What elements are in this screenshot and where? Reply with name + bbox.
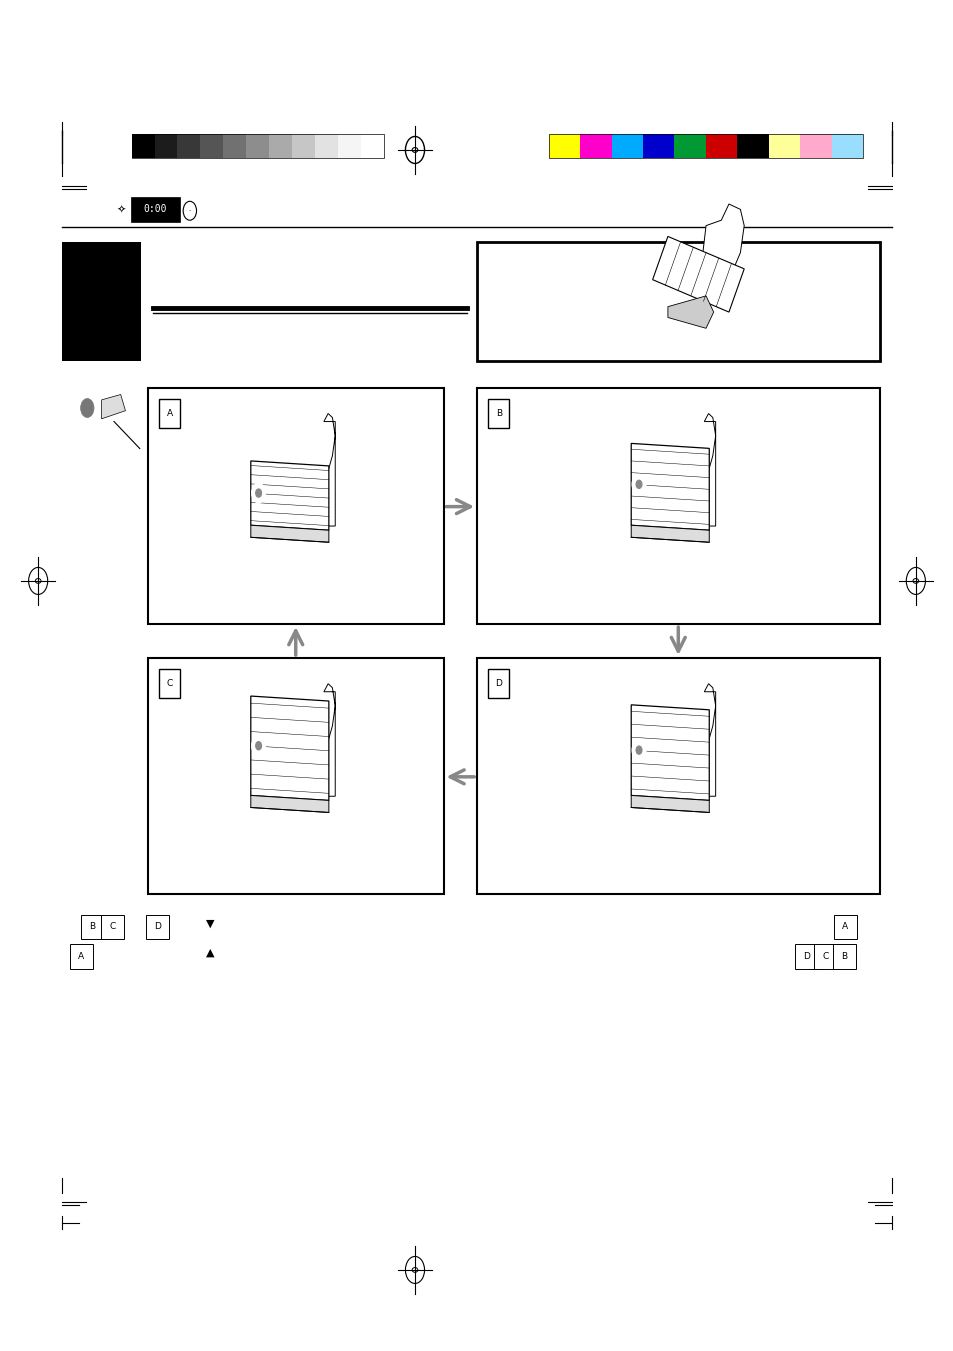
Bar xyxy=(794,944,817,969)
Circle shape xyxy=(636,481,641,488)
Bar xyxy=(269,134,292,158)
Text: B: B xyxy=(90,923,95,931)
Bar xyxy=(314,134,337,158)
Bar xyxy=(159,399,180,428)
Circle shape xyxy=(72,386,103,430)
Polygon shape xyxy=(251,526,329,542)
Bar xyxy=(148,388,443,624)
Bar xyxy=(611,134,642,158)
Circle shape xyxy=(255,489,261,497)
Text: B: B xyxy=(496,409,501,417)
Text: C: C xyxy=(167,680,172,688)
Bar xyxy=(131,197,180,222)
Bar xyxy=(674,134,705,158)
Bar xyxy=(833,915,856,939)
Bar xyxy=(705,134,737,158)
Polygon shape xyxy=(316,413,335,538)
Polygon shape xyxy=(697,684,715,808)
Circle shape xyxy=(631,740,645,761)
Bar xyxy=(831,134,862,158)
Bar xyxy=(488,399,509,428)
Bar xyxy=(81,915,104,939)
Bar xyxy=(360,134,383,158)
Text: D: D xyxy=(801,952,809,961)
Bar xyxy=(132,134,383,158)
Bar xyxy=(154,134,177,158)
Polygon shape xyxy=(316,684,335,808)
Circle shape xyxy=(255,742,261,750)
Polygon shape xyxy=(251,696,329,800)
Bar xyxy=(476,242,879,361)
Circle shape xyxy=(252,736,266,755)
Text: 0:00: 0:00 xyxy=(144,204,167,215)
Text: ▲: ▲ xyxy=(206,947,213,958)
Bar xyxy=(768,134,800,158)
Text: ▼: ▼ xyxy=(206,919,213,929)
Polygon shape xyxy=(652,236,743,312)
Bar xyxy=(488,669,509,698)
Text: A: A xyxy=(78,952,84,961)
Polygon shape xyxy=(102,394,126,419)
Polygon shape xyxy=(631,443,708,530)
Polygon shape xyxy=(251,461,329,530)
Circle shape xyxy=(631,474,645,494)
Bar xyxy=(337,134,360,158)
Circle shape xyxy=(636,746,641,754)
Polygon shape xyxy=(701,204,743,296)
Bar xyxy=(292,134,314,158)
Bar xyxy=(101,915,124,939)
Text: D: D xyxy=(495,680,502,688)
Text: B: B xyxy=(841,952,846,961)
Text: ✧: ✧ xyxy=(116,204,126,215)
Bar xyxy=(62,242,141,361)
Text: A: A xyxy=(167,409,172,417)
Text: C: C xyxy=(110,923,115,931)
Polygon shape xyxy=(667,296,713,328)
Bar xyxy=(200,134,223,158)
Polygon shape xyxy=(631,796,708,812)
Bar xyxy=(148,658,443,894)
Bar xyxy=(146,915,169,939)
Bar xyxy=(800,134,831,158)
Bar xyxy=(579,134,611,158)
Bar xyxy=(548,134,579,158)
Bar xyxy=(548,134,862,158)
Circle shape xyxy=(81,399,94,417)
Text: ·: · xyxy=(189,208,191,213)
Bar xyxy=(70,944,92,969)
Text: D: D xyxy=(153,923,161,931)
Bar xyxy=(642,134,674,158)
Bar xyxy=(813,944,836,969)
Bar xyxy=(737,134,768,158)
Text: A: A xyxy=(841,923,847,931)
Bar xyxy=(832,944,855,969)
Text: C: C xyxy=(821,952,827,961)
Bar xyxy=(476,388,879,624)
Bar xyxy=(159,669,180,698)
Bar xyxy=(177,134,200,158)
Polygon shape xyxy=(631,526,708,542)
Polygon shape xyxy=(697,413,715,538)
Polygon shape xyxy=(631,705,708,800)
Circle shape xyxy=(252,484,266,503)
Bar xyxy=(223,134,246,158)
Bar xyxy=(476,658,879,894)
Polygon shape xyxy=(251,796,329,812)
Bar xyxy=(132,134,154,158)
Bar xyxy=(246,134,269,158)
